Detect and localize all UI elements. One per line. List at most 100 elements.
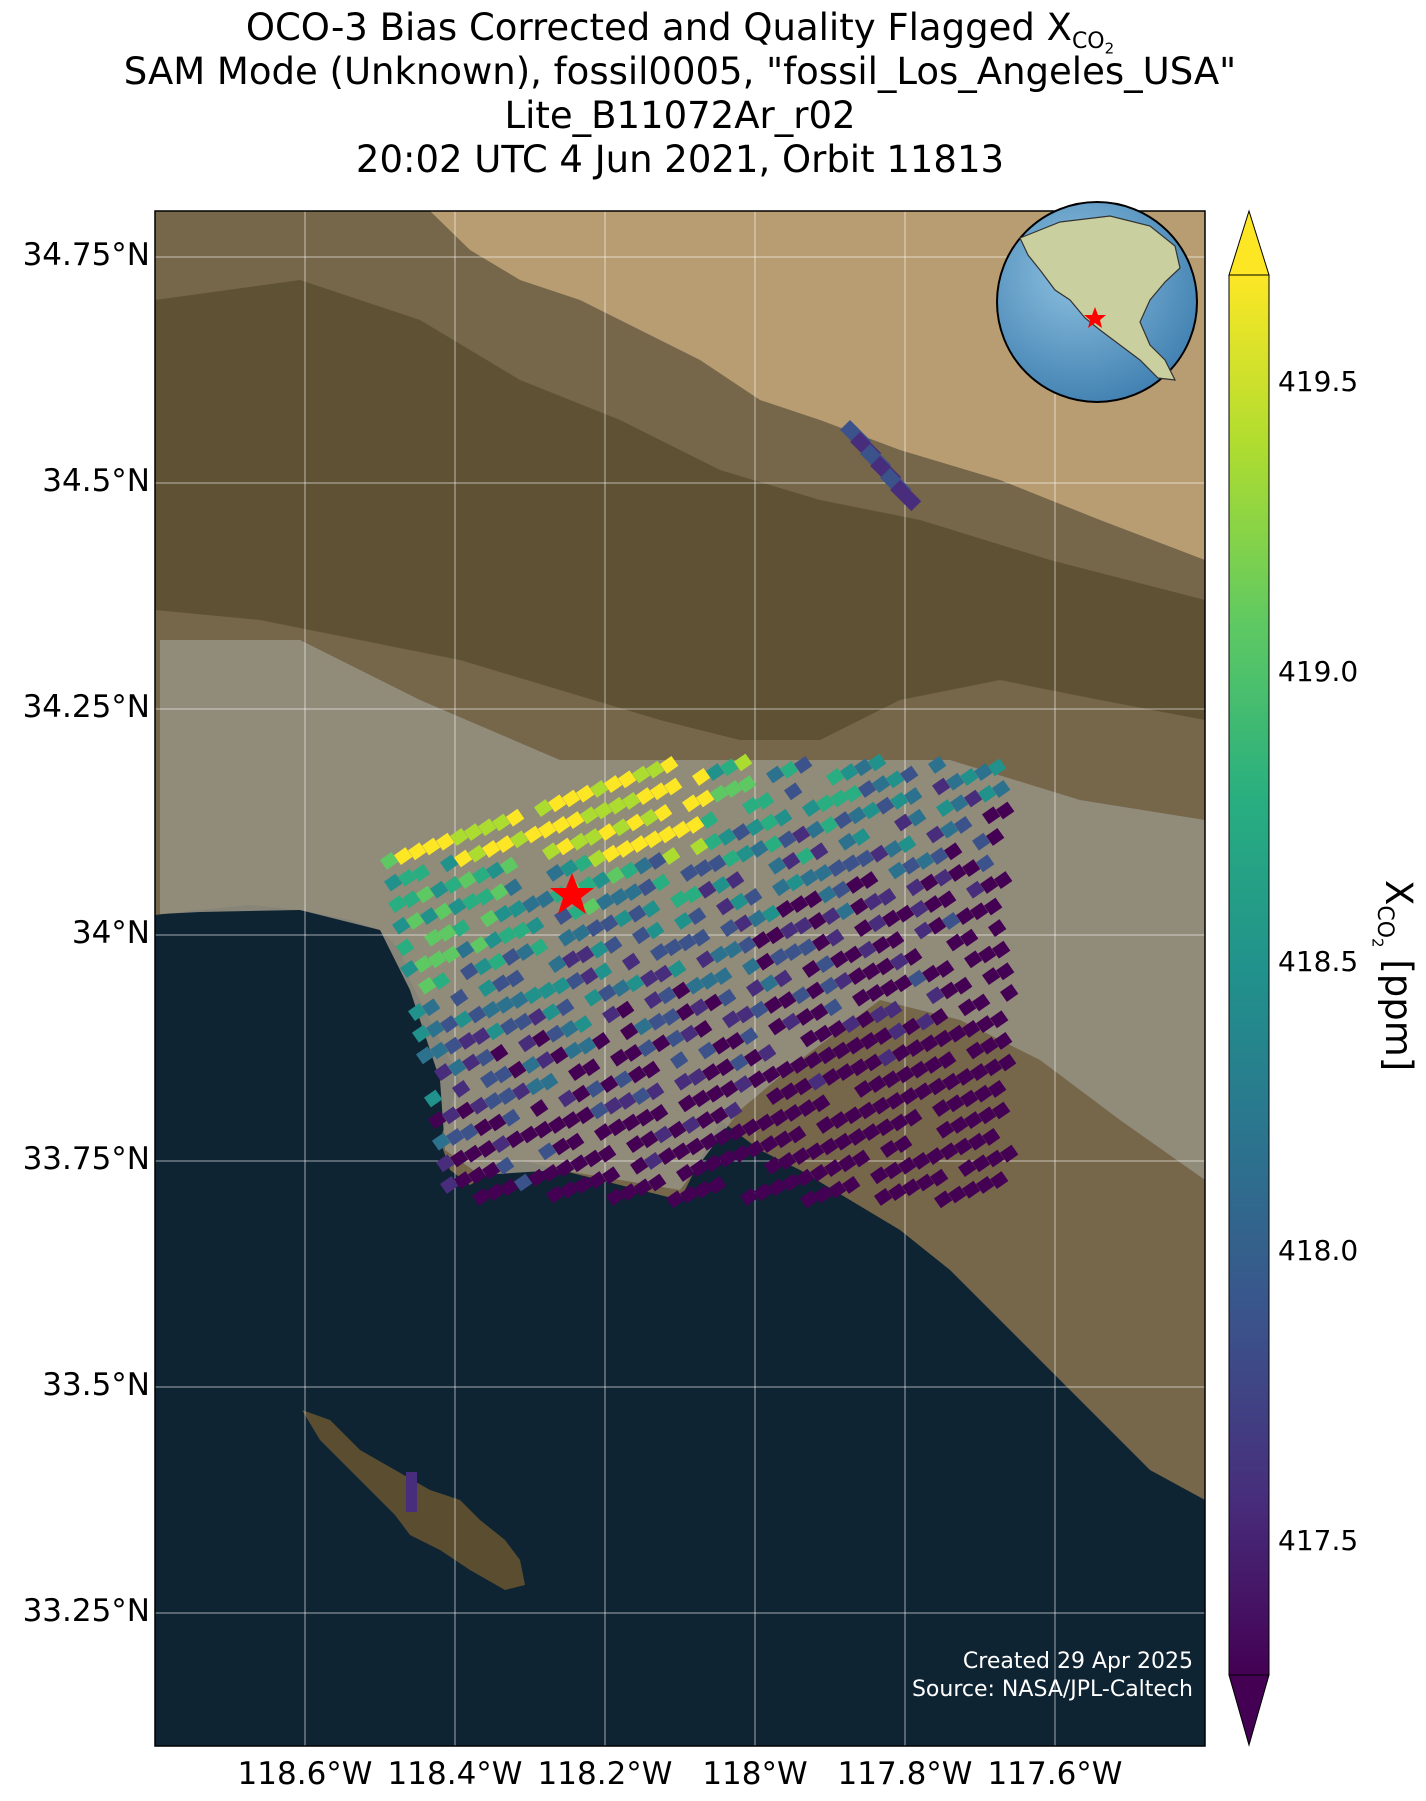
sounding-footprint bbox=[706, 763, 725, 782]
sounding-footprint bbox=[903, 787, 923, 806]
sounding-footprint bbox=[759, 974, 779, 993]
sounding-footprint bbox=[487, 952, 507, 971]
sounding-footprint bbox=[872, 775, 891, 794]
sounding-footprint bbox=[842, 1015, 861, 1034]
sounding-footprint bbox=[993, 1031, 1013, 1050]
sounding-footprint bbox=[905, 878, 925, 897]
sounding-footprint bbox=[748, 909, 767, 928]
sounding-footprint bbox=[560, 859, 579, 878]
sounding-footprint bbox=[529, 1099, 549, 1118]
sounding-footprint bbox=[796, 1007, 815, 1026]
sounding-footprint bbox=[580, 806, 599, 825]
sounding-footprint bbox=[556, 837, 575, 856]
sounding-footprint bbox=[852, 1149, 871, 1168]
sounding-footprint bbox=[448, 1058, 467, 1077]
sounding-footprint bbox=[609, 1048, 629, 1067]
sounding-footprint bbox=[815, 1115, 835, 1134]
sounding-footprint bbox=[618, 1091, 637, 1110]
sounding-footprint bbox=[500, 856, 519, 875]
sounding-footprint bbox=[845, 1036, 865, 1055]
sounding-footprint bbox=[713, 967, 733, 986]
sounding-footprint bbox=[420, 907, 439, 926]
sounding-footprint bbox=[765, 765, 785, 784]
sounding-footprint bbox=[931, 1099, 951, 1118]
sounding-footprint bbox=[717, 988, 737, 1007]
sounding-footprint bbox=[929, 847, 949, 866]
sounding-footprint bbox=[470, 935, 489, 954]
sounding-footprint bbox=[820, 815, 839, 834]
sounding-footprint bbox=[442, 945, 461, 964]
sounding-footprint bbox=[444, 1036, 463, 1055]
sounding-footprint bbox=[756, 791, 775, 810]
sounding-footprint bbox=[939, 1142, 959, 1161]
sounding-footprint bbox=[422, 998, 441, 1017]
sounding-footprint bbox=[487, 1113, 507, 1132]
sounding-footprint bbox=[576, 784, 595, 803]
sounding-footprint bbox=[594, 801, 613, 820]
sounding-footprint bbox=[972, 1154, 991, 1173]
sounding-footprint bbox=[814, 1024, 833, 1043]
sounding-footprint bbox=[861, 801, 881, 820]
sounding-footprint bbox=[763, 995, 783, 1014]
sounding-footprint bbox=[652, 873, 671, 892]
sounding-footprint bbox=[643, 991, 663, 1010]
sounding-footprint bbox=[449, 988, 469, 1007]
sounding-footprint bbox=[454, 849, 473, 868]
sounding-footprint bbox=[456, 940, 475, 959]
colorbar-extend-bottom bbox=[1228, 1674, 1270, 1747]
sounding-footprint bbox=[716, 1058, 735, 1077]
sounding-footprint bbox=[922, 964, 941, 983]
sounding-footprint bbox=[927, 916, 947, 935]
sounding-footprint bbox=[762, 904, 781, 923]
sounding-footprint bbox=[913, 921, 933, 940]
sounding-footprint bbox=[925, 825, 945, 844]
sounding-footprint bbox=[500, 1178, 519, 1197]
sounding-footprint bbox=[612, 979, 631, 998]
sounding-footprint bbox=[632, 765, 651, 784]
sounding-footprint bbox=[868, 753, 887, 772]
sounding-footprint bbox=[632, 1087, 651, 1106]
sounding-footprint bbox=[625, 974, 645, 993]
sounding-footprint bbox=[432, 1132, 451, 1151]
lon-tick: 118.6°W bbox=[237, 1756, 373, 1792]
sounding-footprint bbox=[637, 1039, 657, 1058]
sounding-footprint bbox=[703, 1154, 723, 1173]
sounding-footprint bbox=[928, 1077, 947, 1096]
sounding-footprint bbox=[934, 868, 953, 887]
sounding-footprint bbox=[980, 875, 999, 894]
sounding-footprint bbox=[925, 1147, 945, 1166]
sounding-footprint bbox=[596, 892, 615, 911]
sounding-footprint bbox=[793, 916, 813, 935]
globe-north-america bbox=[1019, 215, 1181, 381]
sounding-footprint bbox=[505, 808, 525, 827]
credit-source: Source: NASA/JPL-Caltech bbox=[912, 1677, 1193, 1702]
sounding-footprint bbox=[628, 904, 647, 923]
sounding-footprint bbox=[956, 907, 975, 926]
sounding-footprint bbox=[428, 1111, 447, 1130]
sounding-footprint bbox=[509, 991, 529, 1010]
sounding-footprint bbox=[498, 1087, 517, 1106]
sounding-footprint bbox=[764, 835, 783, 854]
sounding-footprint bbox=[800, 1190, 819, 1209]
sounding-footprint bbox=[661, 847, 681, 866]
sounding-footprint bbox=[964, 1111, 983, 1130]
sounding-footprint bbox=[674, 1072, 693, 1091]
sounding-footprint bbox=[489, 883, 509, 902]
sounding-footprint bbox=[893, 813, 913, 832]
sounding-footprint bbox=[729, 892, 749, 911]
sounding-footprint bbox=[473, 957, 493, 976]
sounding-footprint bbox=[864, 1053, 883, 1072]
sounding-footprint bbox=[872, 935, 891, 954]
sounding-footprint bbox=[412, 1024, 431, 1043]
sounding-footprint bbox=[554, 907, 573, 926]
sounding-footprint bbox=[549, 1046, 569, 1065]
sounding-footprint bbox=[862, 1123, 881, 1142]
sounding-footprint bbox=[953, 1137, 973, 1156]
sounding-footprint bbox=[574, 854, 593, 873]
sounding-footprint bbox=[768, 1178, 787, 1197]
sounding-footprint bbox=[970, 902, 989, 921]
sounding-footprint bbox=[424, 1089, 443, 1108]
sounding-footprint bbox=[393, 847, 413, 866]
sounding-footprint bbox=[830, 1111, 849, 1130]
sounding-footprint bbox=[853, 1079, 873, 1098]
